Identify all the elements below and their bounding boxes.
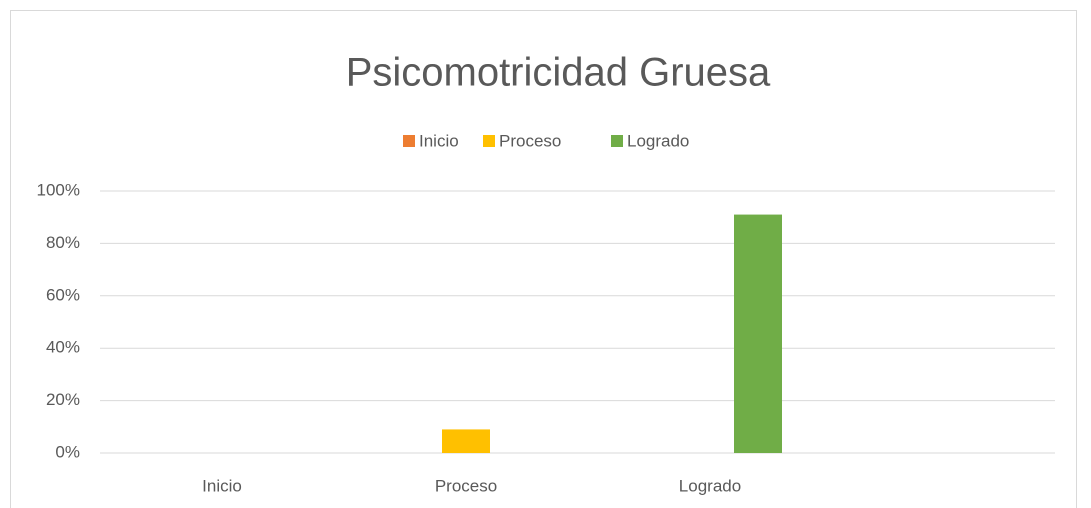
legend-swatch <box>611 135 623 147</box>
y-tick-label: 80% <box>46 233 80 252</box>
y-tick-label: 20% <box>46 390 80 409</box>
chart-title: Psicomotricidad Gruesa <box>346 51 771 95</box>
legend-swatch <box>483 135 495 147</box>
y-tick-label: 40% <box>46 338 80 357</box>
legend-swatch <box>403 135 415 147</box>
y-tick-label: 100% <box>37 180 80 199</box>
bar <box>734 214 782 453</box>
y-tick-label: 60% <box>46 285 80 304</box>
x-tick-label: Inicio <box>202 476 242 495</box>
legend-label: Logrado <box>627 131 689 150</box>
x-tick-label: Proceso <box>435 476 497 495</box>
x-tick-label: Logrado <box>679 476 741 495</box>
legend-label: Proceso <box>499 131 561 150</box>
bar <box>442 429 490 453</box>
y-tick-label: 0% <box>55 442 80 461</box>
chart-border <box>10 10 1077 508</box>
legend-label: Inicio <box>419 131 459 150</box>
